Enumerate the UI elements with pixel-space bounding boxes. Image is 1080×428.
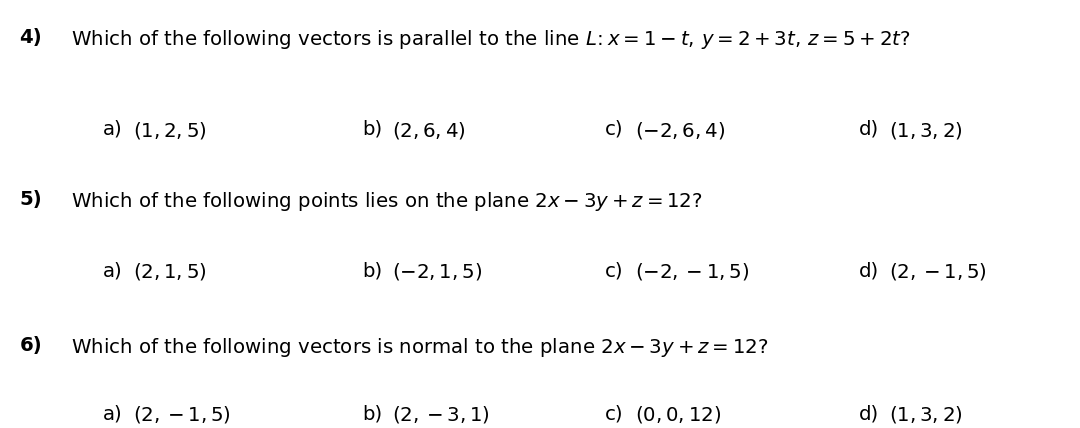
Text: b): b) bbox=[362, 120, 382, 139]
Text: Which of the following vectors is parallel to the line $L\!: x = 1-t,\, y = 2+3t: Which of the following vectors is parall… bbox=[65, 28, 910, 51]
Text: $(1,3,2)$: $(1,3,2)$ bbox=[889, 120, 962, 141]
Text: $(2,-3,1)$: $(2,-3,1)$ bbox=[392, 404, 490, 425]
Text: c): c) bbox=[605, 404, 623, 423]
Text: Which of the following points lies on the plane $2x - 3y + z = 12$?: Which of the following points lies on th… bbox=[65, 190, 702, 214]
Text: $(2,-1,5)$: $(2,-1,5)$ bbox=[133, 404, 231, 425]
Text: 5): 5) bbox=[19, 190, 42, 209]
Text: $(-2,1,5)$: $(-2,1,5)$ bbox=[392, 261, 483, 282]
Text: b): b) bbox=[362, 404, 382, 423]
Text: c): c) bbox=[605, 120, 623, 139]
Text: $(-2,-1,5)$: $(-2,-1,5)$ bbox=[635, 261, 750, 282]
Text: Which of the following vectors is normal to the plane $2x - 3y + z = 12$?: Which of the following vectors is normal… bbox=[65, 336, 768, 359]
Text: $(2,1,5)$: $(2,1,5)$ bbox=[133, 261, 206, 282]
Text: a): a) bbox=[103, 120, 122, 139]
Text: d): d) bbox=[859, 404, 879, 423]
Text: $(2,-1,5)$: $(2,-1,5)$ bbox=[889, 261, 987, 282]
Text: a): a) bbox=[103, 261, 122, 280]
Text: 6): 6) bbox=[19, 336, 42, 355]
Text: $(1,2,5)$: $(1,2,5)$ bbox=[133, 120, 206, 141]
Text: 4): 4) bbox=[19, 28, 42, 47]
Text: a): a) bbox=[103, 404, 122, 423]
Text: $(1,3,2)$: $(1,3,2)$ bbox=[889, 404, 962, 425]
Text: c): c) bbox=[605, 261, 623, 280]
Text: $(-2,6,4)$: $(-2,6,4)$ bbox=[635, 120, 726, 141]
Text: $(2,6,4)$: $(2,6,4)$ bbox=[392, 120, 465, 141]
Text: d): d) bbox=[859, 120, 879, 139]
Text: $(0,0,12)$: $(0,0,12)$ bbox=[635, 404, 721, 425]
Text: d): d) bbox=[859, 261, 879, 280]
Text: b): b) bbox=[362, 261, 382, 280]
